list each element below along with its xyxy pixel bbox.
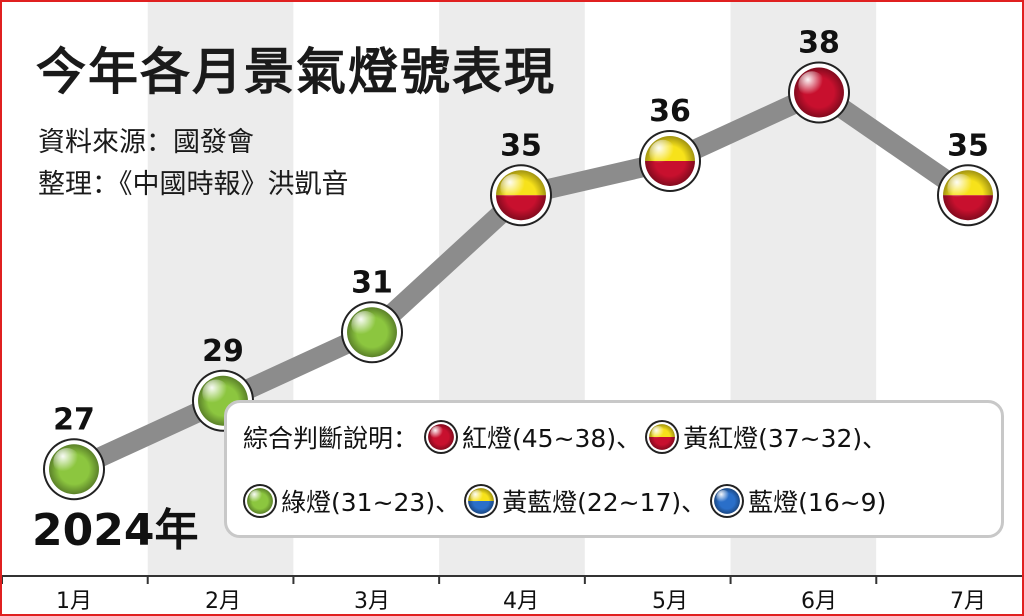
legend-label-yellow-blue: 黃藍燈(22~17)、 <box>502 488 707 517</box>
x-tick-label: 3月 <box>354 589 390 614</box>
data-point-lamp-icon <box>43 438 105 501</box>
data-point-lamp-icon <box>639 130 701 192</box>
legend-lamp-shape <box>464 484 499 518</box>
legend-lamp-shape <box>243 484 277 518</box>
data-point-lamp-icon <box>788 61 850 124</box>
year-label: 2024年 <box>32 505 199 556</box>
x-tick-label: 7月 <box>950 589 986 614</box>
data-label: 29 <box>202 334 244 369</box>
legend-row-1: 綜合判斷說明： 紅燈(45~38)、 黃紅燈(37~32)、 <box>243 417 891 457</box>
data-label: 27 <box>53 402 95 437</box>
legend-row-2: 綠燈(31~23)、 黃藍燈(22~17)、 藍燈(16~9) <box>243 481 890 521</box>
chart-title: 今年各月景氣燈號表現 <box>36 43 556 101</box>
x-tick-label: 6月 <box>801 589 837 614</box>
data-label: 36 <box>649 94 691 129</box>
x-tick-label: 5月 <box>652 589 688 614</box>
legend: 綜合判斷說明： 紅燈(45~38)、 黃紅燈(37~32)、 綠燈(31~23)… <box>224 400 1004 538</box>
editor-line: 整理：《中國時報》洪凱音 <box>38 169 349 200</box>
data-point-lamp-icon <box>341 301 403 364</box>
legend-title: 綜合判斷說明： <box>243 424 419 453</box>
legend-green-lamp-icon <box>243 484 277 518</box>
data-label: 38 <box>798 26 840 61</box>
legend-yellow-red-lamp-icon <box>645 420 680 454</box>
legend-red-lamp-icon <box>424 420 459 454</box>
data-label: 35 <box>947 128 989 163</box>
data-point-lamp-icon <box>490 164 552 227</box>
legend-label-green: 綠燈(31~23)、 <box>281 488 461 517</box>
x-tick-label: 1月 <box>56 589 92 614</box>
legend-lamp-shape <box>424 420 459 454</box>
legend-lamp-shape <box>710 484 745 518</box>
legend-label-blue: 藍燈(16~9) <box>748 488 887 517</box>
source-line: 資料來源：國發會 <box>38 127 254 158</box>
legend-lamp-shape <box>645 420 680 454</box>
legend-label-red: 紅燈(45~38)、 <box>462 424 642 453</box>
x-tick-label: 4月 <box>503 589 539 614</box>
legend-label-yellow-red: 黃紅燈(37~32)、 <box>683 424 888 453</box>
legend-yellow-blue-lamp-icon <box>464 484 499 518</box>
data-point-lamp-icon <box>937 164 999 227</box>
data-label: 35 <box>500 128 542 163</box>
x-tick-label: 2月 <box>205 589 241 614</box>
data-label: 31 <box>351 265 393 300</box>
legend-blue-lamp-icon <box>710 484 745 518</box>
